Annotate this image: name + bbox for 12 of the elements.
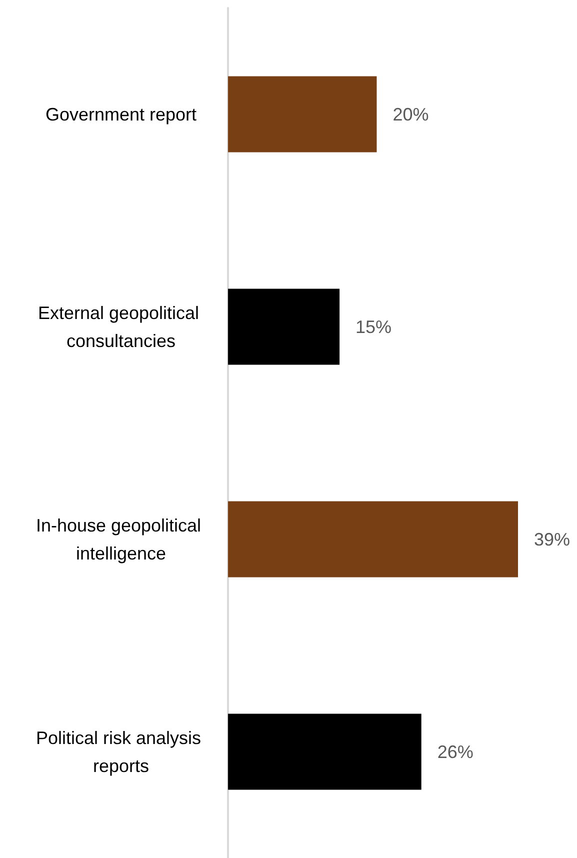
data-label: 20% (392, 104, 429, 124)
data-label: 39% (534, 529, 570, 550)
y-tick-label: Government report (45, 104, 197, 124)
y-tick-label: Political risk analysis reports (36, 728, 206, 776)
bar (228, 501, 518, 578)
bar (228, 288, 340, 365)
data-label: 26% (437, 742, 474, 762)
y-tick-label: External geopolitical consultancies (38, 302, 204, 351)
data-label: 15% (356, 316, 392, 337)
bar (228, 76, 377, 152)
y-tick-label: In-house geopolitical intelligence (36, 515, 206, 564)
bar (228, 714, 422, 790)
